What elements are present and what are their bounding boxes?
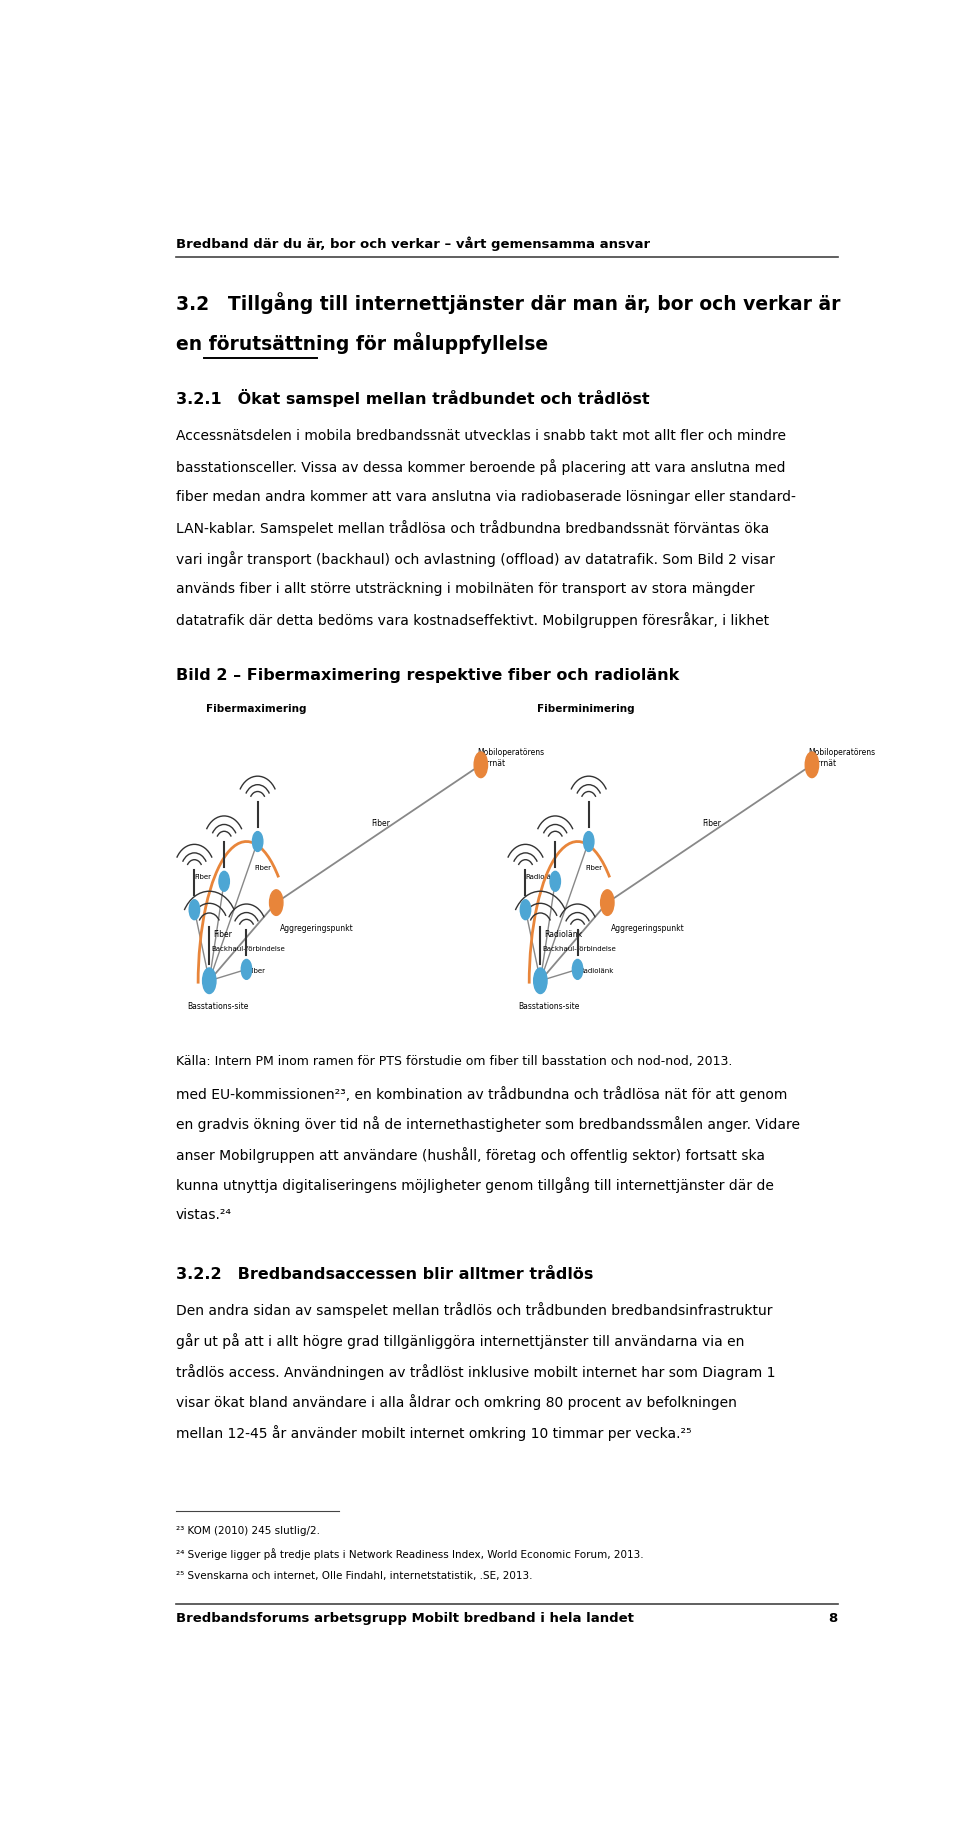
- Text: går ut på att i allt högre grad tillgänliggöra internettjänster till användarna : går ut på att i allt högre grad tillgänl…: [176, 1334, 744, 1349]
- Text: Bild 2 – Fibermaximering respektive fiber och radiolänk: Bild 2 – Fibermaximering respektive fibe…: [176, 668, 679, 683]
- Circle shape: [241, 959, 252, 980]
- Text: Fiber: Fiber: [253, 865, 271, 871]
- Circle shape: [474, 753, 488, 777]
- Text: Aggregeringspunkt: Aggregeringspunkt: [611, 924, 684, 934]
- Text: ²³ KOM (2010) 245 slutlig/2.: ²³ KOM (2010) 245 slutlig/2.: [176, 1526, 320, 1535]
- Circle shape: [572, 959, 583, 980]
- Circle shape: [219, 871, 229, 891]
- Text: ²⁵ Svenskarna och internet, Olle Findahl, internetstatistik, .SE, 2013.: ²⁵ Svenskarna och internet, Olle Findahl…: [176, 1572, 532, 1581]
- Circle shape: [534, 969, 547, 993]
- Text: kunna utnyttja digitaliseringens möjligheter genom tillgång till internettjänste: kunna utnyttja digitaliseringens möjligh…: [176, 1177, 774, 1194]
- Text: LAN-kablar. Samspelet mellan trådlösa och trådbundna bredbandssnät förväntas öka: LAN-kablar. Samspelet mellan trådlösa oc…: [176, 520, 769, 537]
- Text: med EU-kommissionen²³, en kombination av trådbundna och trådlösa nät för att gen: med EU-kommissionen²³, en kombination av…: [176, 1087, 787, 1101]
- Text: Basstations-site: Basstations-site: [518, 1002, 580, 1011]
- Text: Den andra sidan av samspelet mellan trådlös och trådbunden bredbandsinfrastruktu: Den andra sidan av samspelet mellan tråd…: [176, 1303, 772, 1319]
- Text: 3.2 Tillgång till internettjänster där man är, bor och verkar är: 3.2 Tillgång till internettjänster där m…: [176, 293, 840, 314]
- Text: Fiber: Fiber: [194, 875, 211, 880]
- Text: Bredband där du är, bor och verkar – vårt gemensamma ansvar: Bredband där du är, bor och verkar – vår…: [176, 236, 650, 251]
- Text: Fiber: Fiber: [702, 819, 721, 828]
- Bar: [176, 697, 838, 1037]
- Text: används fiber i allt större utsträckning i mobilnäten för transport av stora män: används fiber i allt större utsträckning…: [176, 581, 755, 596]
- Text: kärrnät: kärrnät: [808, 758, 836, 768]
- Text: Accessnätsdelen i mobila bredbandssnät utvecklas i snabb takt mot allt fler och : Accessnätsdelen i mobila bredbandssnät u…: [176, 428, 786, 443]
- Text: Bredbandsforums arbetsgrupp Mobilt bredband i hela landet: Bredbandsforums arbetsgrupp Mobilt bredb…: [176, 1613, 634, 1625]
- Text: Fiber: Fiber: [372, 819, 390, 828]
- Text: Radiolänk: Radiolänk: [525, 875, 560, 880]
- Text: Basstations-site: Basstations-site: [187, 1002, 249, 1011]
- Circle shape: [805, 753, 819, 777]
- Text: vistas.²⁴: vistas.²⁴: [176, 1208, 231, 1221]
- Text: Mobiloperatörens: Mobiloperatörens: [477, 747, 544, 756]
- Text: Radiolänk: Radiolänk: [544, 930, 582, 939]
- Text: Mobiloperatörens: Mobiloperatörens: [808, 747, 876, 756]
- Circle shape: [203, 969, 216, 993]
- Text: en förutsättning för måluppfyllelse: en förutsättning för måluppfyllelse: [176, 332, 548, 354]
- Text: Radiolänk: Radiolänk: [580, 969, 614, 974]
- Text: 8: 8: [828, 1613, 838, 1625]
- Text: kärrnät: kärrnät: [477, 758, 505, 768]
- Text: datatrafik där detta bedöms vara kostnadseffektivt. Mobilgruppen föresråkar, i l: datatrafik där detta bedöms vara kostnad…: [176, 613, 769, 627]
- Text: trådlös access. Användningen av trådlöst inklusive mobilt internet har som Diagr: trådlös access. Användningen av trådlöst…: [176, 1363, 776, 1380]
- Text: vari ingår transport (backhaul) och avlastning (offload) av datatrafik. Som Bild: vari ingår transport (backhaul) och avla…: [176, 552, 775, 566]
- Circle shape: [584, 832, 594, 851]
- Text: Fibermaximering: Fibermaximering: [205, 703, 306, 714]
- Circle shape: [550, 871, 561, 891]
- Text: Fiberminimering: Fiberminimering: [537, 703, 635, 714]
- Text: en gradvis ökning över tid nå de internethastigheter som bredbandssmålen anger. : en gradvis ökning över tid nå de interne…: [176, 1116, 800, 1133]
- Text: 3.2.1 Ökat samspel mellan trådbundet och trådlöst: 3.2.1 Ökat samspel mellan trådbundet och…: [176, 389, 649, 408]
- Text: Källa: Intern PM inom ramen för PTS förstudie om fiber till basstation och nod-n: Källa: Intern PM inom ramen för PTS förs…: [176, 1055, 732, 1068]
- Circle shape: [601, 889, 614, 915]
- Text: Fiber: Fiber: [249, 969, 266, 974]
- Text: ²⁴ Sverige ligger på tredje plats i Network Readiness Index, World Economic Foru: ²⁴ Sverige ligger på tredje plats i Netw…: [176, 1548, 643, 1561]
- Text: Backhaul-förbindelse: Backhaul-förbindelse: [211, 946, 285, 952]
- Text: Fiber: Fiber: [585, 865, 602, 871]
- Circle shape: [252, 832, 263, 851]
- Circle shape: [270, 889, 283, 915]
- Text: Fiber: Fiber: [213, 930, 232, 939]
- Text: mellan 12-45 år använder mobilt internet omkring 10 timmar per vecka.²⁵: mellan 12-45 år använder mobilt internet…: [176, 1424, 691, 1441]
- Text: 3.2.2 Bredbandsaccessen blir alltmer trådlös: 3.2.2 Bredbandsaccessen blir alltmer trå…: [176, 1268, 593, 1282]
- Circle shape: [520, 900, 531, 919]
- Text: Aggregeringspunkt: Aggregeringspunkt: [280, 924, 353, 934]
- Circle shape: [189, 900, 200, 919]
- Text: Backhaul-förbindelse: Backhaul-förbindelse: [542, 946, 616, 952]
- Text: anser Mobilgruppen att användare (hushåll, företag och offentlig sektor) fortsat: anser Mobilgruppen att användare (hushål…: [176, 1148, 765, 1162]
- Text: fiber medan andra kommer att vara anslutna via radiobaserade lösningar eller sta: fiber medan andra kommer att vara anslut…: [176, 491, 796, 504]
- Text: basstationsceller. Vissa av dessa kommer beroende på placering att vara anslutna: basstationsceller. Vissa av dessa kommer…: [176, 459, 785, 476]
- Text: visar ökat bland användare i alla åldrar och omkring 80 procent av befolkningen: visar ökat bland användare i alla åldrar…: [176, 1395, 736, 1410]
